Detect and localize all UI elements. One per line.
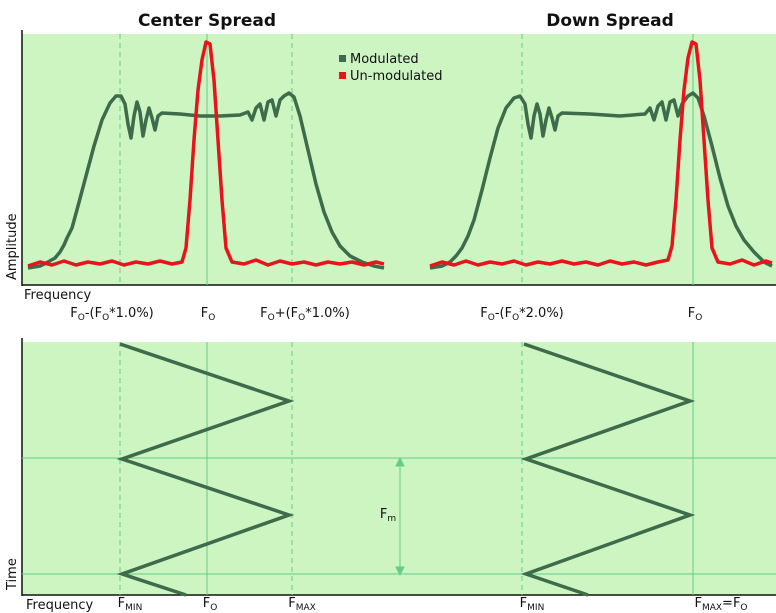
tick-left-fmax: FO+(FO*1.0%) [260,306,350,323]
tick-bottom-right-fmax: FMAX=FO [694,596,747,613]
legend: Modulated Un-modulated [339,52,442,84]
legend-modulated-swatch [339,55,346,62]
down-spread-frequency-sweep [520,342,696,597]
time-panel [22,342,776,595]
down-spread-title: Down Spread [546,11,673,31]
down-spread-unmodulated-curve [429,40,773,268]
frequency-label-top: Frequency [24,288,91,303]
tick-bottom-right-fmin: FMIN [520,596,545,613]
amplitude-label: Amplitude [5,213,20,280]
legend-unmodulated-swatch [339,72,346,79]
time-label: Time [5,558,20,591]
fm-period-arrow [395,456,405,577]
fm-label: Fm [380,507,396,524]
spectrum-guides [119,34,694,285]
legend-unmodulated-label: Un-modulated [350,69,442,84]
center-spread-unmodulated-curve [27,40,385,268]
legend-modulated-label: Modulated [350,52,419,67]
spectrum-panel [22,34,776,285]
center-spread-title: Center Spread [138,11,276,31]
tick-bottom-left-fmin: FMIN [118,596,143,613]
tick-left-fmin: FO-(FO*1.0%) [70,306,154,323]
frequency-label-bottom: Frequency [26,598,93,613]
tick-left-fo: FO [201,306,216,323]
center-spread-frequency-sweep [116,342,295,597]
tick-bottom-left-fmax: FMAX [288,596,316,613]
center-spread-modulated-curve [27,91,385,270]
tick-right-fmin: FO-(FO*2.0%) [480,306,564,323]
tick-bottom-left-fo: FO [203,596,218,613]
tick-right-fo: FO [688,306,703,323]
